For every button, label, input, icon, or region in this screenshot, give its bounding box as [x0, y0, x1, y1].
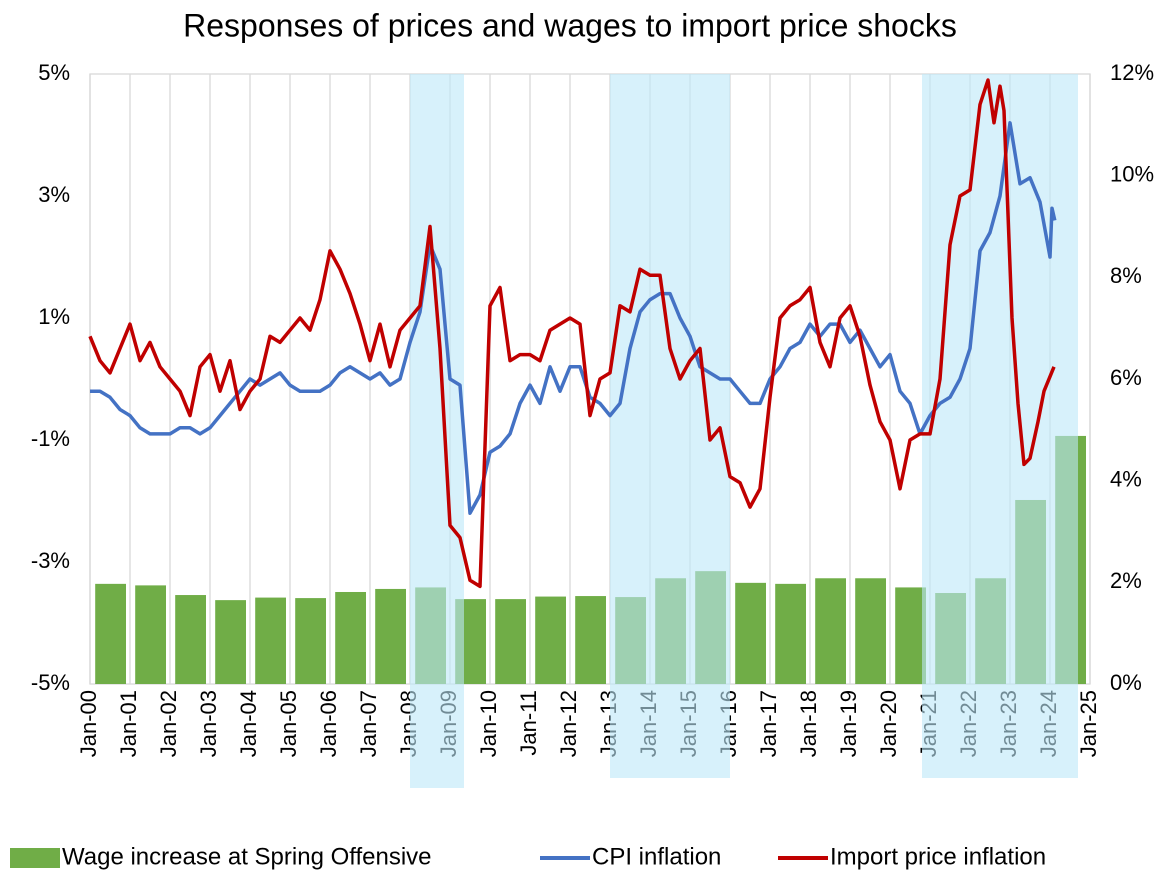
x-tick-label: Jan-20: [876, 690, 901, 757]
x-tick-label: Jan-00: [76, 690, 101, 757]
x-tick-label: Jan-07: [356, 690, 381, 757]
legend-label: CPI inflation: [592, 843, 721, 870]
legend-label: Import price inflation: [830, 843, 1046, 870]
bar: [895, 587, 926, 684]
y2-tick-label: 0%: [1110, 670, 1142, 695]
shaded-period: [922, 74, 1078, 778]
x-tick-label: Jan-03: [196, 690, 221, 757]
y2-tick-label: 2%: [1110, 568, 1142, 593]
bar: [255, 597, 286, 684]
y2-tick-label: 6%: [1110, 365, 1142, 390]
chart-title: Responses of prices and wages to import …: [183, 7, 957, 43]
x-tick-label: Jan-25: [1076, 690, 1101, 757]
y2-tick-label: 4%: [1110, 466, 1142, 491]
x-tick-label: Jan-11: [516, 690, 541, 756]
bar: [175, 595, 206, 684]
y2-tick-label: 12%: [1110, 60, 1154, 85]
bar: [295, 598, 326, 684]
legend-label: Wage increase at Spring Offensive: [62, 843, 432, 870]
x-tick-label: Jan-17: [756, 690, 781, 757]
bar: [375, 588, 406, 684]
bar: [335, 591, 366, 684]
y-tick-label: -5%: [31, 670, 70, 695]
bar: [135, 585, 166, 684]
y-tick-label: -1%: [31, 426, 70, 451]
y-tick-label: 5%: [38, 60, 70, 85]
bar: [535, 596, 566, 684]
x-tick-label: Jan-19: [836, 690, 861, 757]
bar: [815, 578, 846, 684]
x-tick-label: Jan-12: [556, 690, 581, 757]
bar: [95, 583, 126, 684]
x-tick-label: Jan-18: [796, 690, 821, 757]
y-tick-label: 1%: [38, 304, 70, 329]
x-tick-label: Jan-04: [236, 690, 261, 757]
x-tick-label: Jan-01: [116, 690, 141, 757]
bar: [575, 596, 606, 684]
bar: [855, 578, 886, 684]
bar: [495, 599, 526, 684]
x-tick-label: Jan-06: [316, 690, 341, 757]
y-tick-label: -3%: [31, 548, 70, 573]
bar: [735, 582, 766, 684]
y2-tick-label: 10%: [1110, 161, 1154, 186]
y2-tick-label: 8%: [1110, 263, 1142, 288]
bar: [215, 600, 246, 684]
bar: [775, 583, 806, 684]
x-tick-label: Jan-10: [476, 690, 501, 757]
x-tick-label: Jan-02: [156, 690, 181, 757]
line: [88, 78, 1056, 589]
shaded-period: [410, 74, 464, 788]
shaded-period: [610, 74, 730, 778]
y-tick-label: 3%: [38, 182, 70, 207]
x-tick-label: Jan-05: [276, 690, 301, 757]
legend-swatch: [10, 848, 60, 868]
line: [90, 121, 1057, 515]
